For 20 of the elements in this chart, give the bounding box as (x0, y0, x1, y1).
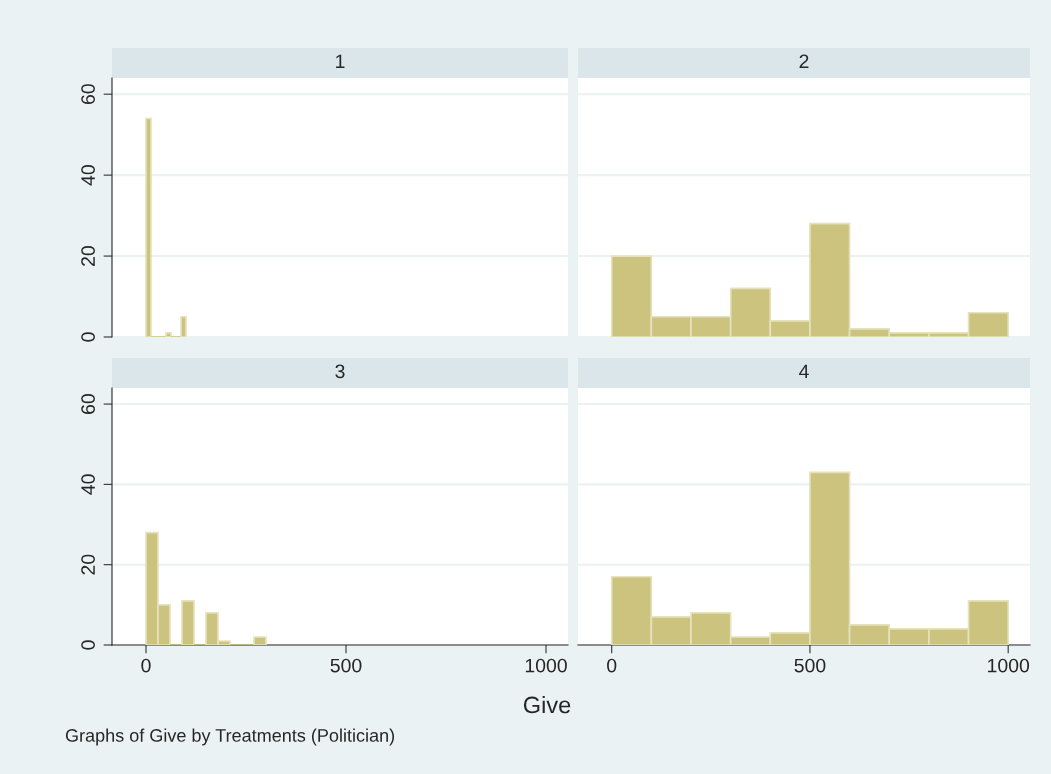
chart-title: 4 (799, 364, 809, 379)
x-axis-title: Give (523, 695, 571, 714)
chart-title: 2 (799, 54, 809, 69)
y-tick-label: 0 (81, 332, 95, 342)
x-tick-label: 0 (141, 658, 151, 673)
y-tick-label: 60 (81, 394, 95, 414)
x-tick-label: 500 (794, 658, 826, 673)
y-tick-label: 40 (81, 474, 95, 495)
x-tick-label: 1000 (988, 658, 1030, 673)
chart-title: 1 (336, 54, 345, 69)
y-tick-label: 0 (81, 640, 95, 650)
x-tick-label: 0 (607, 658, 617, 673)
y-tick-label: 40 (81, 165, 95, 186)
y-tick-label: 20 (81, 246, 95, 266)
y-tick-label: 20 (81, 554, 95, 575)
y-tick-label: 60 (81, 84, 95, 105)
x-tick-label: 500 (330, 658, 362, 673)
text: Graphs of Give by Treatments (Politician) (65, 728, 395, 746)
x-tick-label: 1000 (525, 658, 567, 673)
chart-title: 3 (335, 364, 345, 379)
